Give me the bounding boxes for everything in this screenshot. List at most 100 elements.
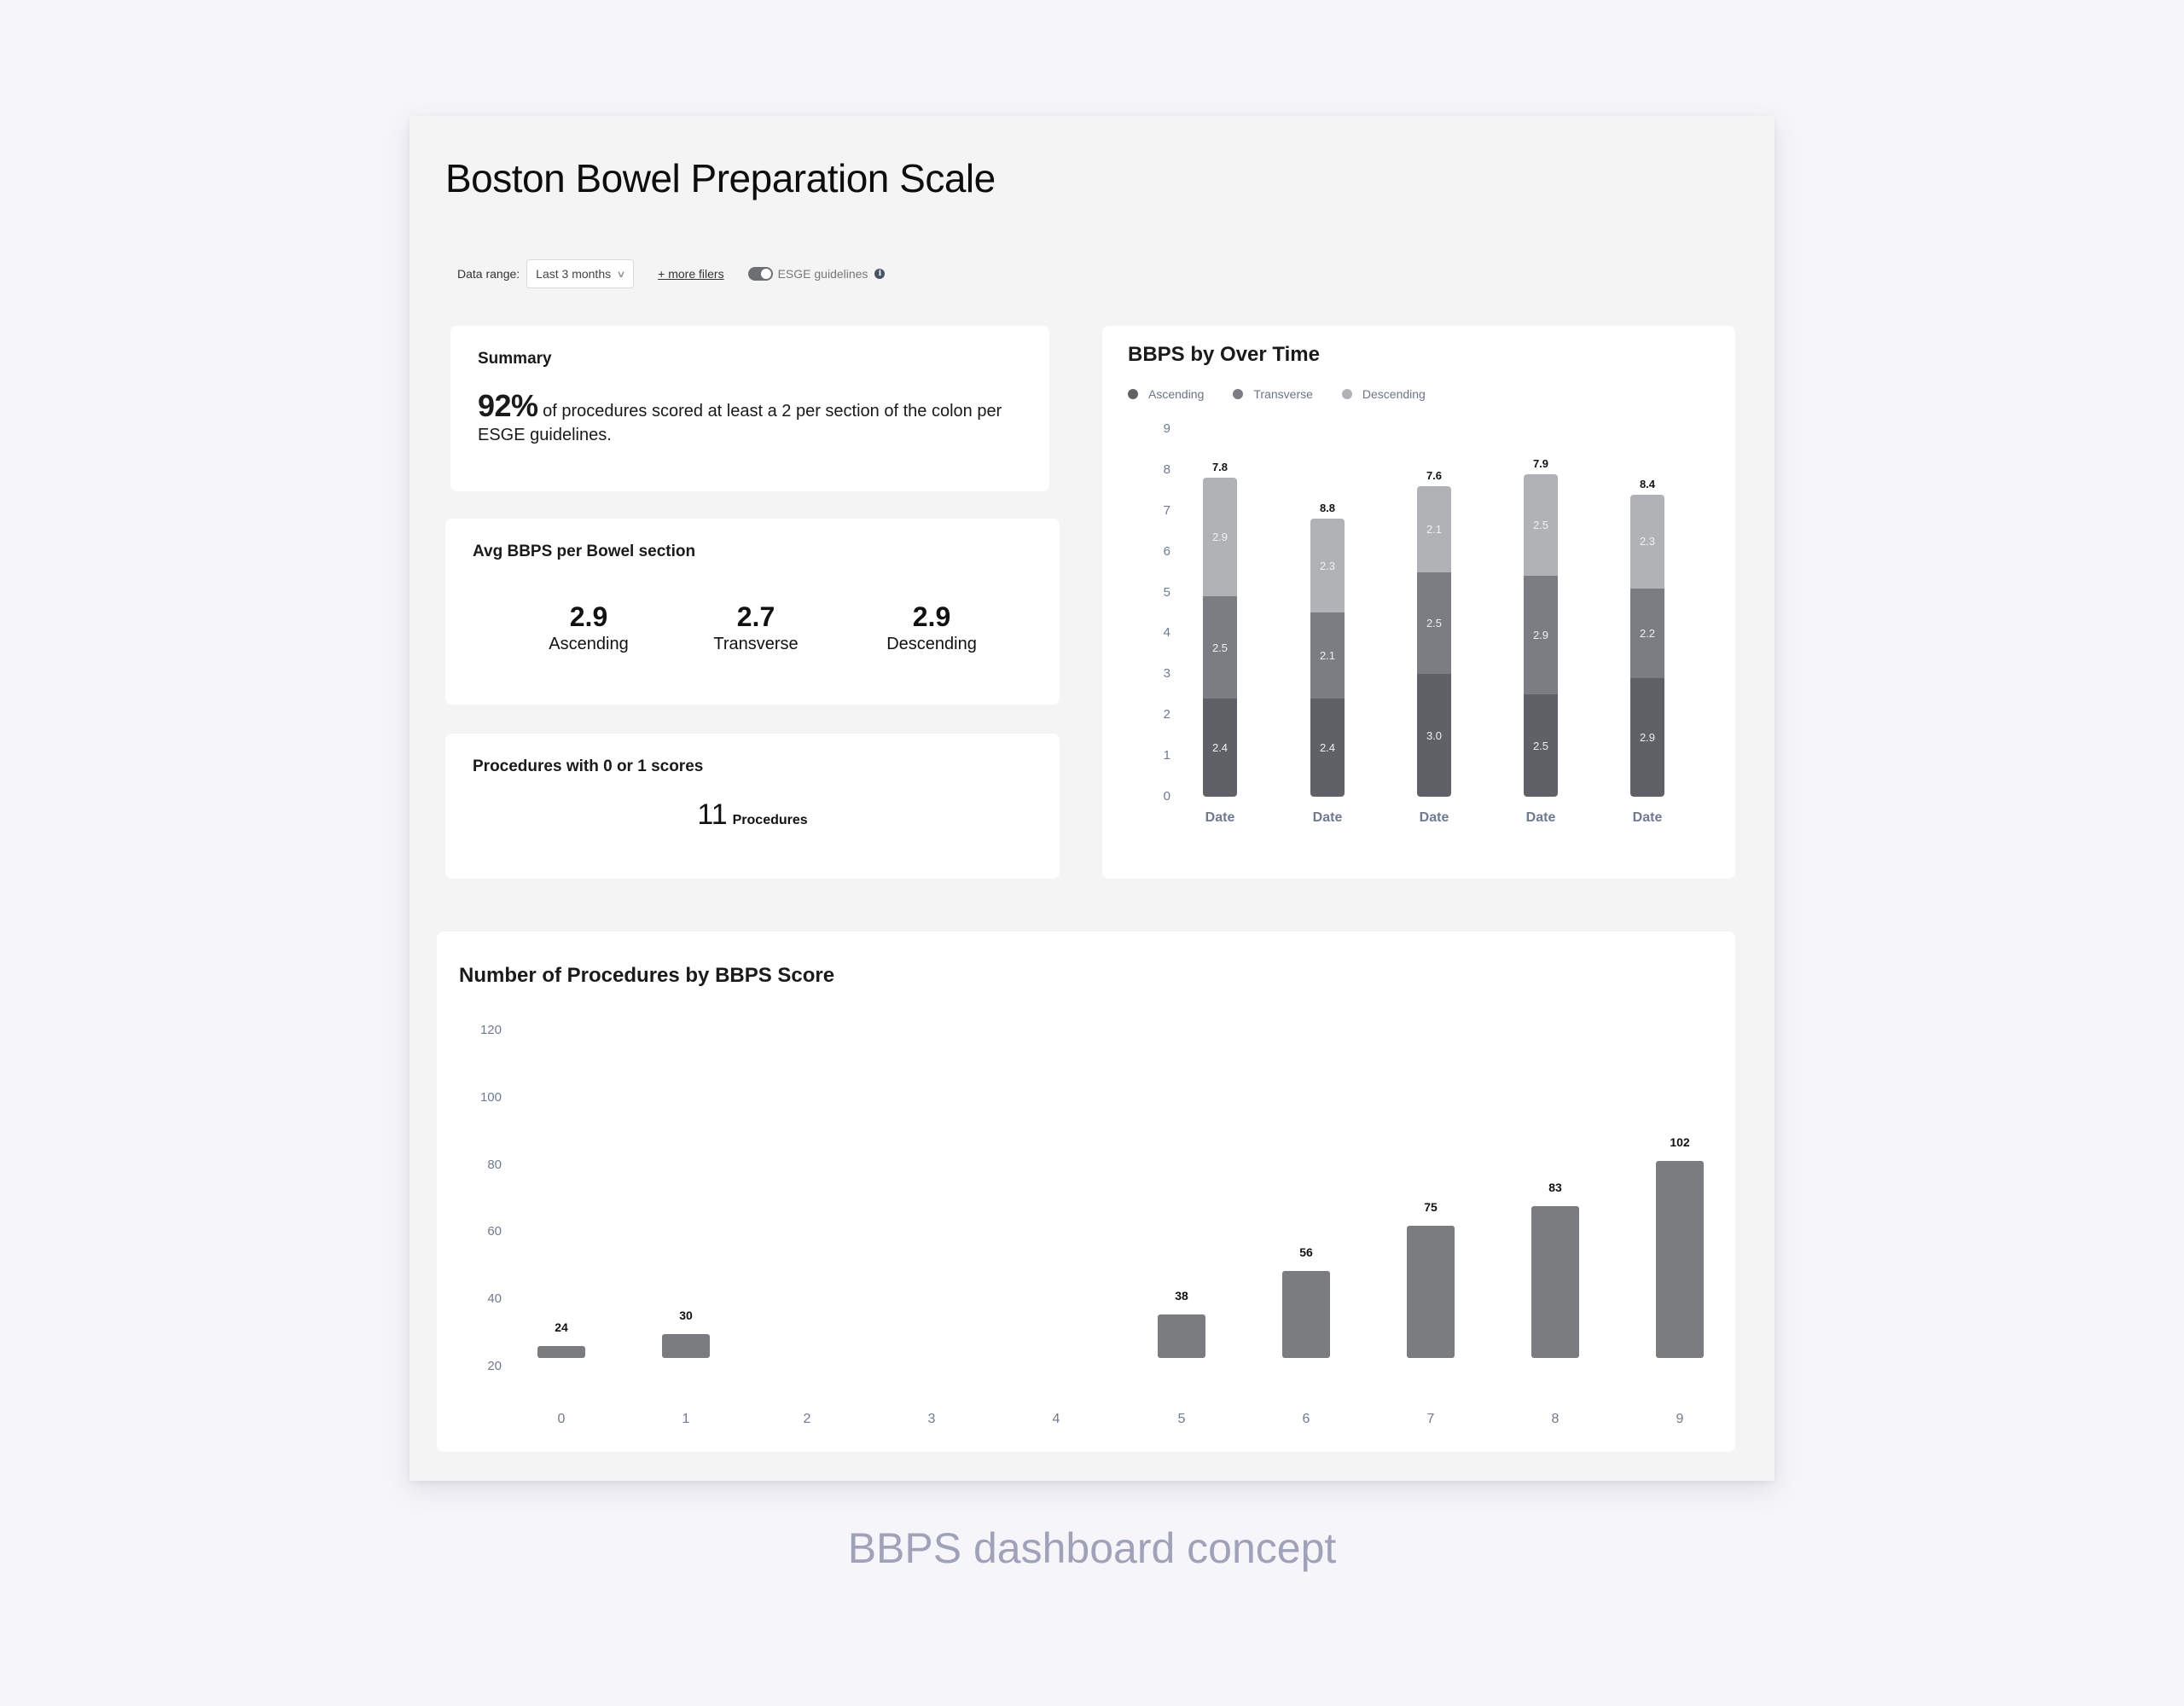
x-tick: Date (1312, 810, 1343, 825)
x-tick: Date (1419, 810, 1449, 825)
legend-descending[interactable]: Descending (1341, 387, 1426, 401)
esge-guidelines-toggle[interactable] (747, 267, 773, 281)
y-tick: 1 (1163, 748, 1170, 763)
score-bar[interactable] (1282, 1271, 1330, 1358)
procedures-bar-chart: 20 40 60 80 100 120 24 0 30 1 2 3 4 38 5 56 6 75 7 83 8 102 9 (437, 931, 1735, 1452)
stacked-bar[interactable]: 3.0 2.5 2.1 (1417, 485, 1451, 797)
bar-total-label: 8.8 (1319, 502, 1336, 515)
x-tick: 3 (927, 1412, 936, 1426)
y-tick: 60 (487, 1224, 502, 1239)
y-tick: 8 (1163, 461, 1170, 477)
y-tick: 20 (487, 1359, 502, 1373)
legend-ascending[interactable]: Ascending (1128, 387, 1204, 401)
y-tick: 120 (479, 1023, 502, 1037)
avg-bbps-title: Avg BBPS per Bowel section (473, 543, 696, 560)
avg-ascending: 2.9 Ascending (520, 601, 657, 655)
x-tick: Date (1525, 810, 1556, 825)
low-scores-card: Procedures with 0 or 1 scores 11 Procedur… (445, 734, 1060, 879)
bar-segment-descending: 2.1 (1417, 485, 1451, 572)
low-scores-unit: Procedures (732, 813, 808, 827)
legend-transverse[interactable]: Transverse (1233, 387, 1313, 401)
score-bar[interactable] (1158, 1314, 1205, 1358)
bar-value-label: 75 (1424, 1199, 1438, 1214)
y-tick: 40 (487, 1291, 502, 1307)
y-tick: 100 (479, 1089, 502, 1105)
low-scores-count: 11 (697, 798, 728, 831)
bar-total-label: 7.9 (1532, 456, 1549, 470)
y-tick: 9 (1163, 421, 1170, 436)
bar-value-label: 24 (555, 1320, 568, 1334)
summary-title: Summary (478, 350, 552, 368)
score-bar[interactable] (662, 1333, 710, 1358)
y-tick: 2 (1163, 707, 1170, 722)
dashboard-frame: Boston Bowel Preparation Scale Data rang… (410, 116, 1774, 1481)
x-tick: 2 (803, 1412, 811, 1426)
caption: BBPS dashboard concept (847, 1524, 1337, 1572)
data-range-label: Data range: (457, 267, 520, 281)
score-bar[interactable] (1407, 1225, 1455, 1358)
bar-value-label: 56 (1299, 1245, 1313, 1260)
y-tick: 5 (1163, 584, 1170, 600)
bar-segment-ascending: 2.4 (1310, 699, 1345, 797)
avg-descending: 2.9 Descending (863, 601, 1000, 655)
y-tick: 7 (1163, 502, 1170, 518)
bar-segment-descending: 2.5 (1524, 473, 1558, 577)
toggle-knob (760, 269, 771, 279)
stacked-bar[interactable]: 2.4 2.5 2.9 (1203, 478, 1237, 797)
chart-legend: Ascending Transverse Descending (1128, 387, 1426, 401)
x-tick: 5 (1177, 1412, 1186, 1426)
bar-value-label: 30 (679, 1308, 693, 1322)
score-bar[interactable] (537, 1346, 585, 1358)
avg-bbps-card: Avg BBPS per Bowel section 2.9 Ascending… (445, 519, 1060, 705)
bar-segment-transverse: 2.1 (1310, 612, 1345, 699)
chevron-down-icon: ∨ (616, 269, 626, 280)
avg-transverse-value: 2.7 (736, 601, 775, 632)
y-tick: 80 (487, 1157, 502, 1172)
data-range-select[interactable]: Last 3 months ∨ (526, 259, 635, 288)
info-icon[interactable]: i (874, 269, 886, 279)
low-scores-title: Procedures with 0 or 1 scores (473, 757, 704, 775)
bbps-over-time-title: BBPS by Over Time (1128, 343, 1320, 366)
bar-value-label: 38 (1175, 1289, 1188, 1303)
legend-label: Descending (1362, 387, 1426, 401)
bar-segment-transverse: 2.5 (1417, 572, 1451, 675)
bar-segment-descending: 2.3 (1310, 519, 1345, 613)
more-filters-link[interactable]: + more filers (658, 267, 724, 281)
x-tick: 7 (1426, 1412, 1435, 1426)
y-tick: 6 (1163, 543, 1170, 559)
x-tick: 6 (1302, 1412, 1310, 1426)
y-tick: 3 (1163, 666, 1170, 682)
stacked-bar[interactable]: 2.9 2.2 2.3 (1630, 494, 1664, 797)
filter-bar: Data range: Last 3 months ∨ + more filer… (457, 258, 886, 290)
legend-dot-icon (1128, 389, 1138, 399)
avg-descending-value: 2.9 (912, 601, 951, 632)
bar-segment-transverse: 2.2 (1630, 588, 1664, 679)
score-bar[interactable] (1531, 1206, 1579, 1358)
x-tick: 9 (1676, 1412, 1684, 1426)
x-tick: 0 (557, 1412, 566, 1426)
legend-label: Transverse (1253, 387, 1313, 401)
avg-transverse: 2.7 Transverse (688, 601, 824, 655)
bar-segment-transverse: 2.9 (1524, 576, 1558, 695)
bar-segment-descending: 2.3 (1630, 494, 1664, 589)
bar-segment-ascending: 2.4 (1203, 699, 1237, 797)
stacked-bar[interactable]: 2.4 2.1 2.3 (1310, 519, 1345, 797)
bar-segment-ascending: 2.5 (1524, 694, 1558, 797)
bar-value-label: 102 (1670, 1134, 1690, 1149)
stacked-bar[interactable]: 2.5 2.9 2.5 (1524, 473, 1558, 797)
x-tick: Date (1205, 810, 1235, 825)
bbps-over-time-card: BBPS by Over Time Ascending Transverse D… (1102, 326, 1735, 879)
esge-toggle-label: ESGE guidelines (777, 267, 868, 281)
x-tick: 1 (682, 1412, 690, 1426)
bar-segment-ascending: 3.0 (1417, 674, 1451, 797)
legend-label: Ascending (1148, 387, 1205, 401)
low-scores-value: 11 Procedures (445, 798, 1060, 832)
bar-total-label: 7.6 (1426, 468, 1443, 482)
bar-segment-ascending: 2.9 (1630, 678, 1664, 797)
bar-value-label: 83 (1548, 1181, 1562, 1195)
y-tick: 4 (1163, 625, 1170, 641)
y-tick: 0 (1163, 789, 1170, 804)
score-bar[interactable] (1656, 1160, 1704, 1358)
legend-dot-icon (1341, 389, 1352, 399)
bar-total-label: 8.4 (1639, 477, 1656, 490)
